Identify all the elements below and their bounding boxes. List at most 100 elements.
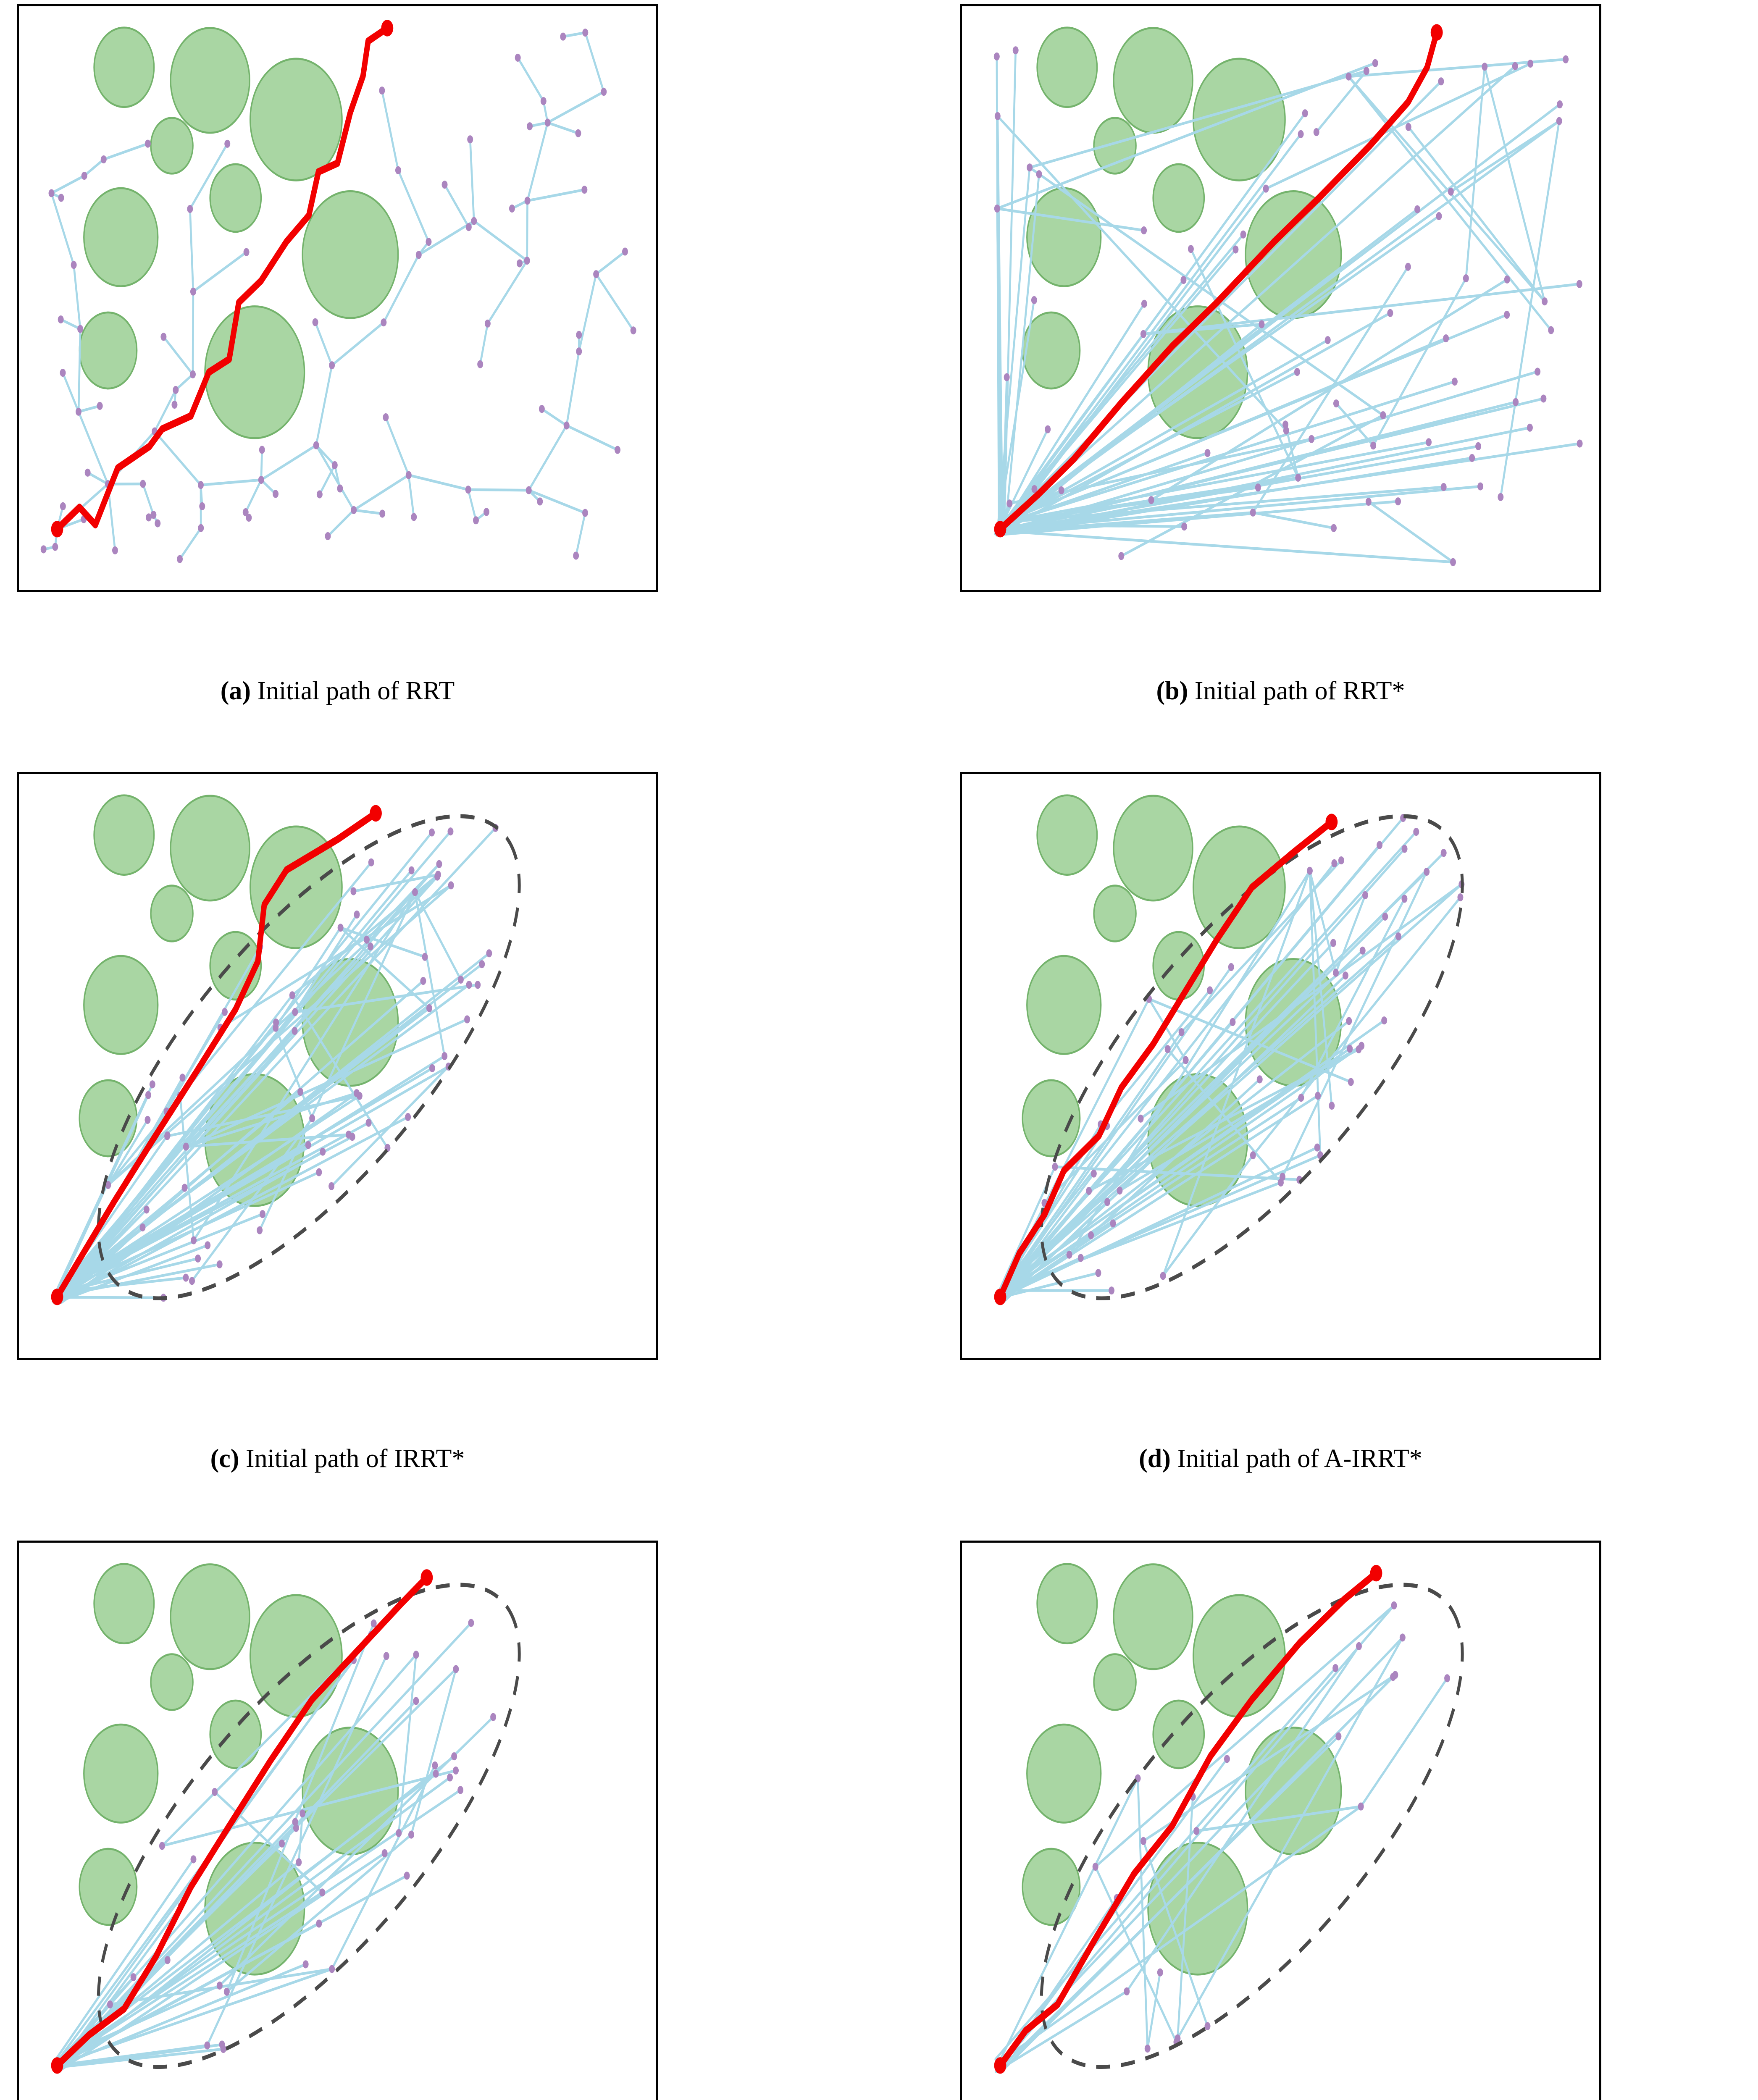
tree-node: [429, 828, 435, 837]
tree-edge: [996, 1805, 1362, 2065]
tree-edge: [142, 482, 155, 516]
tree-node: [475, 981, 481, 989]
tree-node: [292, 1027, 298, 1035]
tree-edge: [52, 830, 452, 1303]
obstacle-circle: [150, 117, 194, 175]
tree-edge: [54, 1244, 209, 1305]
tree-node: [1104, 1198, 1111, 1206]
tree-edge: [1004, 187, 1267, 531]
tree-edge: [294, 983, 479, 1013]
tree-edge: [381, 89, 399, 172]
tree-node: [1204, 2022, 1211, 2030]
tree-node: [457, 975, 464, 984]
tree-node: [1498, 493, 1504, 501]
obstacle-circle: [1193, 58, 1286, 181]
tree-edge: [565, 350, 580, 427]
tree-node: [560, 32, 566, 41]
tree-node: [1527, 423, 1533, 432]
tree-node: [420, 976, 426, 985]
tree-edge: [1142, 1673, 1396, 1843]
tree-node: [537, 497, 543, 506]
tree-node: [337, 924, 344, 932]
tree-edge: [397, 169, 430, 243]
tree-edge: [56, 1121, 370, 1293]
tree-edge: [1195, 1805, 1362, 1832]
tree-edge: [185, 945, 372, 1148]
obstacle-circle: [1026, 1723, 1102, 1824]
panel-c: (c) Initial path of IRRT*: [17, 772, 658, 1473]
tree-edge: [1407, 126, 1546, 303]
tree-node: [1377, 841, 1383, 849]
tree-node: [1477, 482, 1484, 491]
caption-text-c: Initial path of IRRT*: [239, 1444, 465, 1473]
tree-edge: [58, 1029, 296, 1300]
obstacle-circle: [1113, 27, 1193, 134]
tree-node: [435, 871, 441, 879]
tree-edge: [87, 471, 109, 486]
tree-node: [464, 1015, 470, 1024]
tree-edge: [1167, 1047, 1282, 1184]
tree-node: [143, 1205, 150, 1214]
tree-edge: [352, 873, 439, 893]
tree-edge: [1125, 1645, 1360, 1993]
tree-node: [412, 888, 418, 896]
tree-edge: [473, 219, 528, 262]
tree-edge: [1001, 511, 1254, 533]
tree-node: [436, 860, 442, 868]
tree-node: [60, 502, 66, 510]
obstacle-circle: [93, 794, 155, 876]
tree-edge: [1372, 277, 1467, 447]
tree-node: [540, 97, 547, 105]
goal-marker: [381, 20, 394, 37]
tree-edge: [226, 1833, 413, 1993]
tree-node: [1335, 1732, 1342, 1740]
tree-edge: [58, 1213, 264, 1297]
tree-edge: [163, 335, 194, 376]
caption-text-b: Initial path of RRT*: [1188, 677, 1405, 705]
tree-node: [331, 461, 338, 470]
tree-edge: [1450, 120, 1561, 193]
tree-node: [1181, 522, 1188, 531]
tree-edge: [54, 1263, 221, 1298]
tree-node: [396, 1829, 402, 1838]
tree-node: [1535, 368, 1541, 376]
tree-node: [415, 251, 422, 259]
tree-node: [516, 259, 523, 268]
tree-node: [404, 1872, 410, 1880]
tree-edge: [331, 321, 385, 367]
tree-node: [145, 1116, 151, 1124]
panel-frame-a: [17, 4, 658, 592]
tree-edge: [189, 207, 194, 293]
tree-node: [468, 1619, 474, 1627]
tree-node: [582, 29, 589, 37]
tree-edge: [998, 80, 1442, 530]
tree-node: [77, 325, 84, 333]
tree-node: [448, 881, 454, 890]
tree-edge: [997, 442, 1581, 533]
tree-node: [1224, 1755, 1230, 1763]
tree-node: [1333, 399, 1339, 408]
tree-node: [177, 555, 183, 563]
initial-path: [997, 818, 1335, 1301]
tree-edge: [1028, 166, 1384, 417]
tree-node: [351, 506, 357, 514]
tree-node: [515, 53, 521, 62]
tree-edge: [1190, 247, 1299, 479]
tree-edge: [479, 322, 489, 366]
tree-node: [1401, 895, 1408, 903]
tree-node: [1148, 496, 1154, 504]
tree-edge: [526, 188, 586, 202]
tree-edge-layer: [994, 816, 1463, 1305]
tree-node: [350, 887, 357, 895]
initial-path: [54, 24, 390, 533]
tree-node: [183, 1142, 189, 1151]
tree-node: [1440, 849, 1447, 857]
tree-edge: [315, 444, 336, 467]
tree-edge: [1001, 375, 1008, 525]
tree-node: [993, 52, 1000, 61]
tree-edge: [1252, 265, 1409, 514]
tree-node: [337, 484, 343, 493]
obstacle-circle: [1036, 794, 1098, 876]
initial-path: [54, 1574, 430, 2069]
tree-edge: [407, 473, 469, 491]
